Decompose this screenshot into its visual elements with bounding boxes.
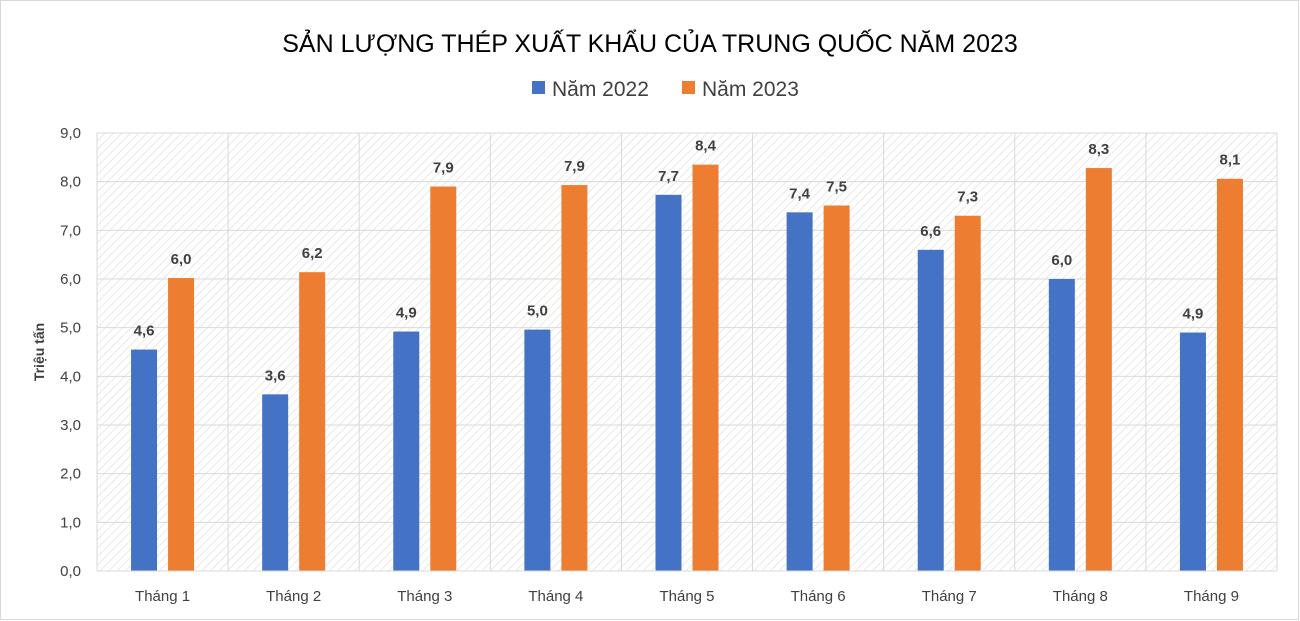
- data-label: 8,4: [695, 138, 717, 155]
- data-label: 6,6: [920, 223, 941, 240]
- data-label: 4,9: [396, 305, 417, 322]
- bar-series-2: [692, 164, 719, 571]
- data-label: 3,6: [265, 367, 286, 384]
- bar-series-1: [131, 349, 158, 571]
- data-label: 7,9: [433, 160, 454, 177]
- bar-series-1: [524, 329, 551, 571]
- legend-label: Năm 2022: [552, 78, 649, 101]
- chart-title: SẢN LƯỢNG THÉP XUẤT KHẨU CỦA TRUNG QUỐC …: [282, 28, 1018, 58]
- bar-series-1: [786, 212, 813, 571]
- y-tick-label: 2,0: [60, 466, 81, 483]
- y-axis-title: Triệu tấn: [31, 323, 47, 381]
- legend-swatch: [532, 81, 545, 94]
- bar-series-1: [1179, 332, 1206, 571]
- bar-series-2: [168, 278, 195, 571]
- data-labels: 4,6 3,6 4,9 5,0 7,7 7,4 6,6 6,0 4,9 6,0 6,2 7,9 7,9 8…: [134, 138, 1241, 385]
- bar-series-1: [393, 331, 420, 571]
- bar-series-2: [954, 215, 981, 571]
- bar-series-1: [262, 394, 289, 571]
- bars: [131, 164, 1243, 572]
- data-label: 7,3: [957, 189, 978, 206]
- bar-series-2: [1216, 178, 1243, 571]
- data-label: 8,1: [1220, 152, 1241, 169]
- x-tick-label: Tháng 2: [266, 588, 321, 605]
- plot-area-background: [97, 133, 1277, 571]
- bar-series-2: [561, 185, 588, 571]
- legend-swatch: [682, 81, 695, 94]
- y-tick-label: 3,0: [60, 417, 81, 434]
- data-label: 6,2: [302, 245, 323, 262]
- data-label: 7,9: [564, 158, 585, 175]
- bar-series-2: [823, 205, 850, 571]
- x-tick-label: Tháng 3: [397, 588, 452, 605]
- bar-series-1: [1048, 279, 1075, 571]
- y-tick-label: 1,0: [60, 514, 81, 531]
- y-tick-label: 9,0: [60, 125, 81, 142]
- legend: Năm 2022 Năm 2023: [532, 78, 799, 101]
- data-label: 7,4: [789, 185, 811, 202]
- gridlines: [96, 132, 1278, 572]
- y-tick-label: 6,0: [60, 271, 81, 288]
- bar-series-2: [430, 186, 457, 572]
- y-tick-label: 8,0: [60, 174, 81, 191]
- x-tick-label: Tháng 9: [1184, 588, 1239, 605]
- y-tick-label: 4,0: [60, 368, 81, 385]
- data-label: 6,0: [1051, 252, 1072, 269]
- x-tick-label: Tháng 8: [1053, 588, 1108, 605]
- legend-label: Năm 2023: [702, 78, 799, 101]
- y-tick-label: 7,0: [60, 222, 81, 239]
- x-tick-label: Tháng 4: [528, 588, 583, 605]
- bar-series-2: [299, 272, 326, 571]
- data-label: 8,3: [1088, 141, 1109, 158]
- x-axis: Tháng 1 Tháng 2 Tháng 3 Tháng 4 Tháng 5 Tháng…: [97, 570, 1277, 605]
- x-tick-label: Tháng 1: [135, 588, 190, 605]
- data-label: 6,0: [171, 251, 192, 268]
- x-tick-label: Tháng 6: [791, 588, 846, 605]
- y-tick-label: 0,0: [60, 563, 81, 580]
- data-label: 5,0: [527, 303, 548, 320]
- x-tick-label: Tháng 7: [922, 588, 977, 605]
- data-label: 4,6: [134, 323, 155, 340]
- x-tick-label: Tháng 5: [659, 588, 714, 605]
- data-label: 7,5: [826, 179, 847, 196]
- bar-series-2: [1085, 168, 1112, 572]
- data-label: 4,9: [1183, 306, 1204, 323]
- bar-series-1: [917, 249, 944, 572]
- y-axis: 0,0 1,0 2,0 3,0 4,0 5,0 6,0 7,0 8,0 9,0: [60, 125, 81, 580]
- data-label: 7,7: [658, 168, 679, 185]
- bar-series-1: [655, 194, 682, 571]
- y-tick-label: 5,0: [60, 320, 81, 337]
